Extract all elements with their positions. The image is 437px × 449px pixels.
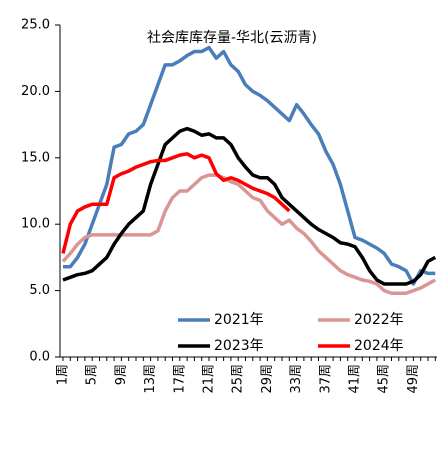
x-tick-label: 29周 (260, 364, 275, 394)
y-tick-label: 20.0 (21, 84, 50, 99)
x-tick-label: 37周 (318, 364, 333, 394)
y-tick-label: 15.0 (21, 150, 50, 165)
legend-label: 2023年 (214, 338, 264, 354)
x-tick-label: 1周 (56, 364, 71, 385)
x-tick-label: 9周 (114, 364, 129, 385)
y-tick-label: 0.0 (29, 350, 50, 365)
x-tick-label: 5周 (85, 364, 100, 385)
x-tick-label: 25周 (231, 364, 246, 394)
legend-label: 2021年 (214, 312, 264, 328)
y-tick-label: 25.0 (21, 18, 50, 33)
x-tick-label: 21周 (202, 364, 217, 394)
x-tick-label: 49周 (406, 364, 421, 394)
series-line (61, 173, 437, 296)
chart-title: 社会库库存量-华北(云沥青) (147, 30, 317, 46)
x-tick-label: 13周 (143, 364, 158, 394)
series-line (61, 152, 291, 254)
series-line (62, 126, 437, 286)
y-tick-label: 10.0 (21, 217, 50, 232)
legend-label: 2024年 (354, 338, 404, 354)
legend-label: 2022年 (354, 312, 404, 328)
x-tick-label: 33周 (289, 364, 304, 394)
x-tick-label: 17周 (172, 364, 187, 394)
x-tick-label: 41周 (348, 364, 363, 394)
y-tick-label: 5.0 (29, 283, 50, 298)
x-tick-label: 45周 (377, 364, 392, 394)
series-line (63, 45, 436, 286)
